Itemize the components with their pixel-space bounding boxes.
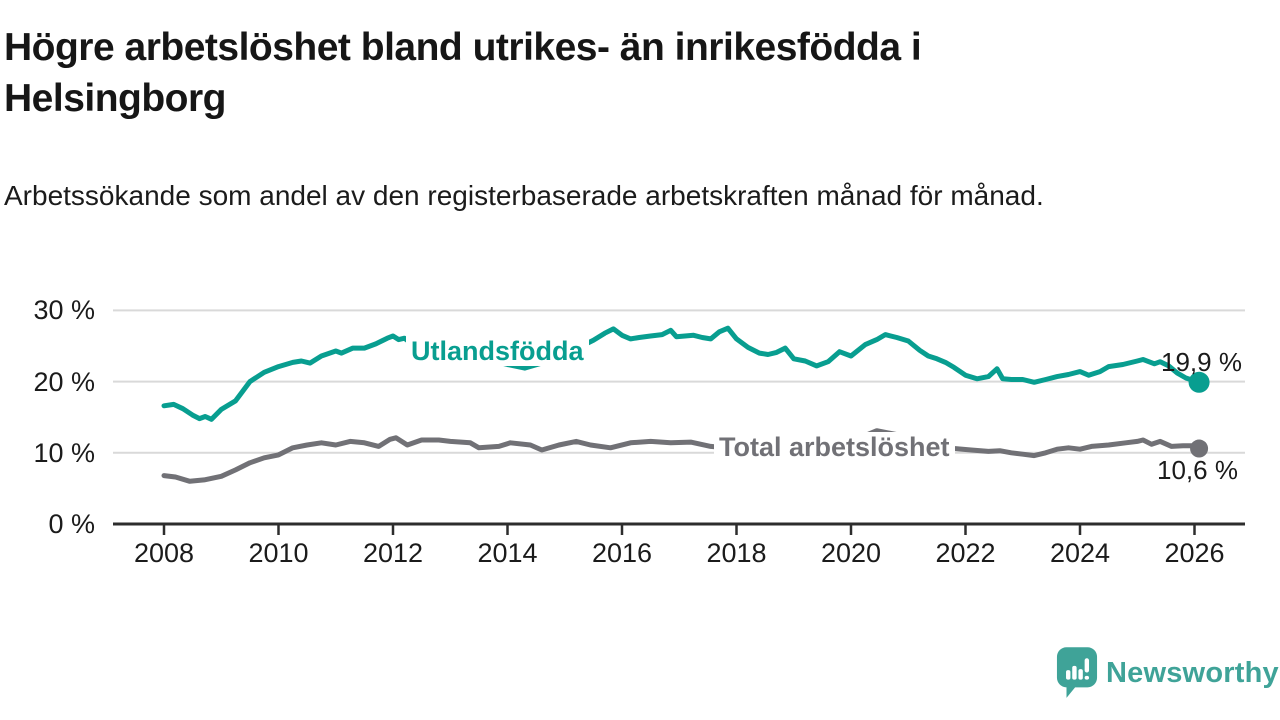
data-line — [161, 325, 1202, 422]
x-axis-tick-label: 2018 — [706, 538, 767, 568]
newsworthy-wordmark: Newsworthy — [1106, 656, 1279, 689]
data-line — [161, 428, 1202, 484]
end-point-dot — [1190, 439, 1209, 458]
y-axis-tick-label: 0 % — [48, 509, 95, 539]
x-axis-tick-label: 2024 — [1049, 538, 1111, 568]
line-label: Utlandsfödda — [406, 336, 589, 366]
y-axis-tick-label: 20 % — [33, 366, 95, 397]
y-axis-tick-label: 30 % — [33, 295, 95, 326]
x-axis-tick-label: 2022 — [935, 538, 996, 568]
x-axis-tick-label: 2012 — [362, 538, 424, 568]
line-label: Total arbetslöshet — [714, 432, 955, 462]
chart-subtitle: Arbetssökande som andel av den registerb… — [4, 180, 1044, 211]
newsworthy-logo: Newsworthy — [1056, 646, 1279, 700]
newsworthy-bubble-chart-icon — [1056, 647, 1098, 698]
x-axis-tick-label: 2014 — [477, 538, 538, 568]
page-title: Högre arbetslöshet bland utrikes- än inr… — [4, 26, 922, 120]
end-value-label: 19,9 % — [1161, 347, 1242, 377]
x-axis-tick-label: 2016 — [591, 538, 653, 568]
end-point-dot — [1188, 371, 1210, 393]
x-axis-tick-label: 2020 — [820, 538, 882, 568]
x-axis-tick-label: 2026 — [1164, 538, 1225, 568]
y-axis-tick-label: 10 % — [33, 437, 95, 468]
x-axis-tick-label: 2008 — [133, 538, 195, 568]
x-axis-tick-label: 2010 — [248, 538, 309, 568]
end-value-label: 10,6 % — [1157, 455, 1238, 485]
